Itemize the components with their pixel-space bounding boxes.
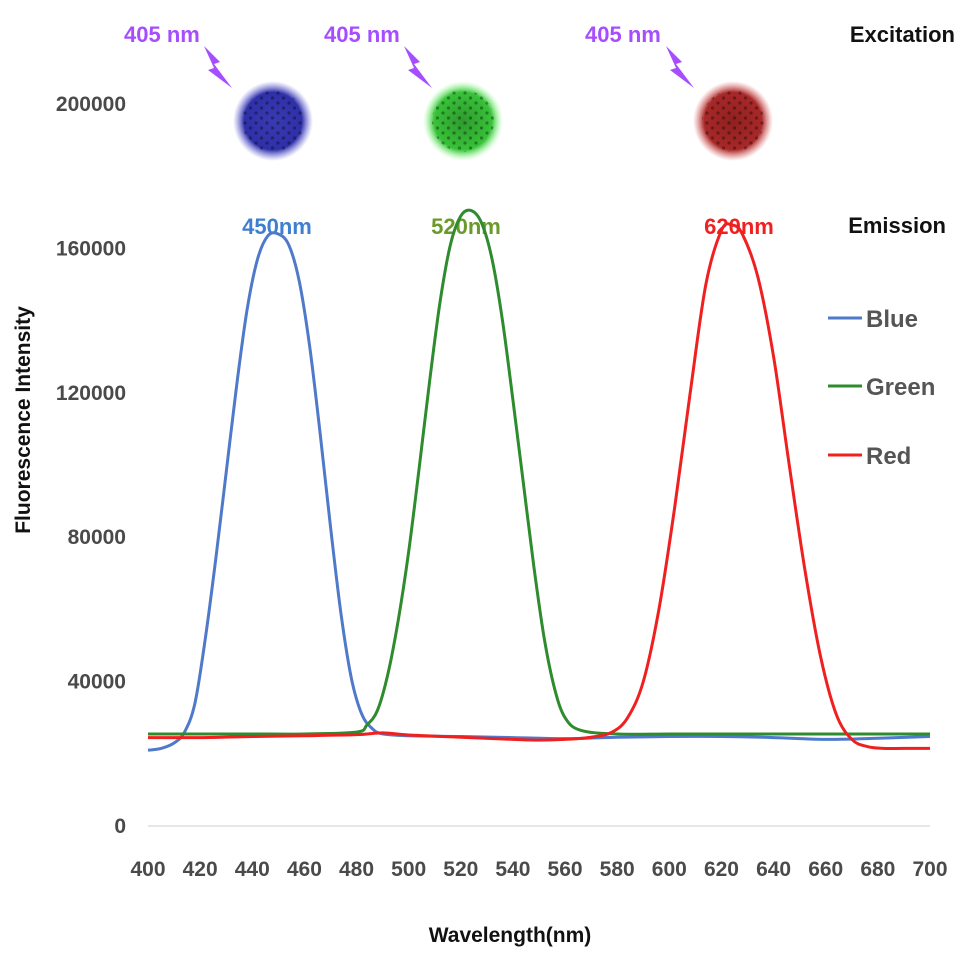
x-tick-label: 480 xyxy=(339,858,374,881)
x-tick-label: 600 xyxy=(652,858,687,881)
series-line-green xyxy=(148,208,930,736)
x-axis-title: Wavelength(nm) xyxy=(429,924,592,947)
x-tick-label: 520 xyxy=(443,858,478,881)
x-tick-label: 680 xyxy=(860,858,895,881)
legend-label-green: Green xyxy=(866,374,935,401)
y-tick-label: 0 xyxy=(114,815,126,838)
y-tick-label: 80000 xyxy=(68,526,126,549)
y-tick-label: 160000 xyxy=(56,237,126,260)
legend-label-blue: Blue xyxy=(866,306,918,333)
peak-label-blue: 450nm xyxy=(242,214,312,239)
x-tick-label: 580 xyxy=(600,858,635,881)
x-tick-label: 640 xyxy=(756,858,791,881)
x-tick-label: 440 xyxy=(235,858,270,881)
legend-label-red: Red xyxy=(866,443,911,470)
x-tick-label: 620 xyxy=(704,858,739,881)
series-lines xyxy=(147,208,931,752)
green-dot-image xyxy=(423,81,503,161)
x-axis-ticks: 400 420 440 460 480 500 520 540 560 580 600 620 640 6… xyxy=(130,858,947,881)
y-tick-label: 120000 xyxy=(56,382,126,405)
excitation-red: 405 nm xyxy=(585,22,694,88)
excitation-green: 405 nm xyxy=(324,22,432,88)
blue-dot-image xyxy=(233,81,313,161)
excitation-wavelength-label: 405 nm xyxy=(324,22,400,47)
x-tick-label: 400 xyxy=(130,858,165,881)
excitation-label: Excitation xyxy=(850,22,955,47)
x-tick-label: 540 xyxy=(495,858,530,881)
lightning-bolt-icon xyxy=(204,46,232,88)
x-tick-label: 700 xyxy=(912,858,947,881)
y-tick-label: 200000 xyxy=(56,93,126,116)
peak-label-green: 520nm xyxy=(431,214,501,239)
red-dot-image xyxy=(693,81,773,161)
x-tick-label: 560 xyxy=(548,858,583,881)
lightning-bolt-icon xyxy=(666,46,694,88)
y-axis-title: Fluorescence Intensity xyxy=(12,306,35,534)
x-tick-label: 500 xyxy=(391,858,426,881)
excitation-wavelength-label: 405 nm xyxy=(124,22,200,47)
series-line-red xyxy=(147,222,930,751)
y-axis-ticks: 0 40000 80000 120000 160000 200000 xyxy=(56,93,126,838)
lightning-bolt-icon xyxy=(404,46,432,88)
excitation-blue: 405 nm xyxy=(124,22,232,88)
x-tick-label: 660 xyxy=(808,858,843,881)
legend: Blue Green Red xyxy=(828,306,935,470)
y-tick-label: 40000 xyxy=(68,671,126,694)
emission-label: Emission xyxy=(848,213,946,238)
x-tick-label: 460 xyxy=(287,858,322,881)
series-line-blue xyxy=(147,231,931,752)
excitation-wavelength-label: 405 nm xyxy=(585,22,661,47)
x-tick-label: 420 xyxy=(183,858,218,881)
